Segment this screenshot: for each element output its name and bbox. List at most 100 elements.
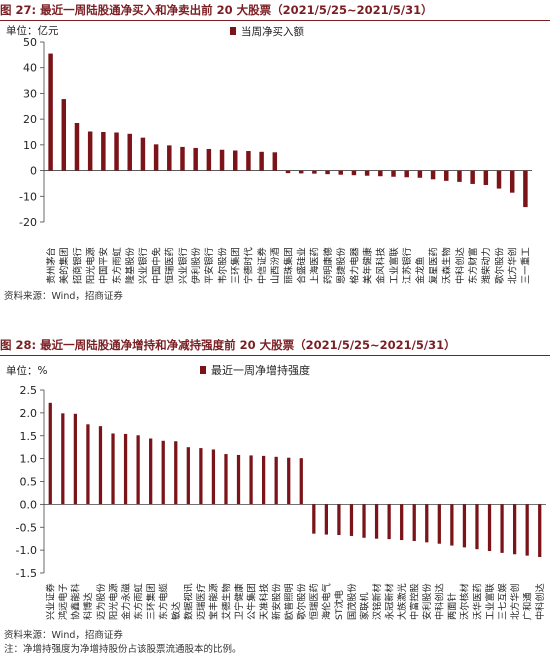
figure-28-chart: 单位：% 最近一周净增持强度 -1.5 -1.0 -0.5 0.0 0.5 1.0 1.5 2.0… [6,363,546,620]
chart1-category-label: 国茂股份 [346,583,358,620]
chart1-category-label: 科博达 [82,592,94,620]
chart0-legend-swatch [230,27,236,35]
figure-27-title-rule [0,20,550,21]
chart1-y-tick-label: 2.0 [20,407,38,420]
chart0-bar [246,151,251,171]
chart1-category-label: 数据视讯 [183,583,195,620]
chart1-bar [538,504,542,557]
chart1-category-label: 协鑫能科 [70,583,82,620]
chart1-bar [86,424,90,505]
chart1-category-label: 北方华创 [509,583,521,620]
chart1-bar [274,456,278,505]
chart0-bar [457,170,462,182]
chart0-category-label: 宁德时代 [243,247,255,284]
chart1-category-label: 恒瑞医药 [308,583,320,620]
chart1-bar [337,504,341,536]
figure-28-title-rule [0,355,550,356]
chart1-bar [450,504,454,546]
chart0-y-tick-label: -20 [19,216,37,229]
chart1-y-tick-label: 1.5 [20,430,38,443]
chart0-category-label: 工业富联 [388,247,400,284]
chart0-unit-label: 单位：亿元 [6,24,59,37]
chart1-category-label: 兴业证券 [45,583,57,620]
chart0-bar [430,170,436,180]
chart1-category-label: 东方雨虹 [132,583,144,620]
chart1-legend-label: 最近一周净增持强度 [211,363,310,377]
figure-27-source: 资料来源：Wind，招商证券 [4,291,123,302]
chart1-category-label: 迈瑞医疗 [195,583,207,620]
chart1-bar [287,457,291,505]
chart0-bar [470,170,475,184]
chart0-category-label: 金龙鱼 [414,256,426,284]
chart0-bar [523,170,528,208]
chart1-bar [224,454,228,505]
chart0-bar [391,170,396,177]
chart1-y-tick-label: -1.5 [16,567,37,580]
chart0-category-label: 丽珠集团 [282,247,294,284]
chart1-bar [500,504,504,553]
chart0-bar [298,170,304,174]
chart1-category-label: ST沈电 [333,590,345,620]
chart0-y-tick-label: 40 [23,62,37,75]
chart0-category-label: 药明康德 [322,247,334,284]
chart0-category-label: 兴业银行 [137,247,149,284]
chart1-bar [174,441,178,505]
chart1-category-label: 金力永磁 [120,583,132,620]
figure-27-chart: 单位：亿元 当周净买入额 -20 -10 0 10 20 30 40 50 贵州茅台 美的集团 招商银行… [6,24,532,284]
chart1-y-tick-label: 0.5 [20,476,38,489]
chart0-category-label: 中国平安 [98,247,110,284]
chart0-category-label: 中科创达 [454,247,466,284]
chart0-category-label: 隆基股份 [124,247,136,284]
chart1-category-label: 安利股份 [421,583,433,620]
chart1-unit-label: 单位：% [6,364,47,377]
chart1-category-label: 永冠新材 [383,583,395,620]
chart0-legend-label: 当周净买入额 [241,25,304,38]
chart0-category-label: 潍柴动力 [480,247,492,284]
chart1-bar [512,504,517,555]
chart1-category-label: 工业富联 [484,583,496,620]
chart1-category-label: 汉铭新材 [371,583,383,620]
chart1-category-label: 天准科技 [258,583,270,620]
chart0-bar [364,170,370,176]
chart0-bar [483,170,489,185]
chart0-category-label: 恒瑞医药 [164,247,176,284]
chart1-y-tick-label: 0.0 [20,498,38,511]
chart1-category-label: 公牛集团 [245,583,257,620]
chart1-y-tick-label: 1.0 [20,453,38,466]
chart1-y-tick-label: -0.5 [16,521,37,534]
chart1-bar [249,455,253,505]
figure-27-title: 图 27: 最近一周陆股通净买入和净卖出前 20 大股票（2021/5/25~2… [0,3,433,17]
chart1-category-label: 两面针 [446,592,458,620]
chart0-y-tick-label: 30 [23,87,37,100]
chart0-category-label: 中国中免 [150,247,162,284]
chart1-category-label: 中富控股 [409,583,421,620]
chart0-category-label: 三环集团 [230,247,242,284]
chart0-bar [378,170,383,177]
chart1-category-label: 海伦电气 [321,583,333,620]
chart0-category-label: 三一重工 [520,247,532,284]
chart1-bar [199,448,203,505]
chart0-category-label: 金风科技 [375,247,387,284]
chart1-y-tick-label: 2.5 [20,384,38,397]
chart1-bar [475,504,479,550]
chart1-category-label: 歌尔股份 [296,583,308,620]
chart0-bar [114,132,119,171]
chart1-bar [349,504,354,536]
chart1-bar [362,504,366,538]
chart0-category-label: 中信证券 [256,247,268,284]
chart0-bar [153,144,159,171]
chart1-category-label: 三环集团 [145,583,157,620]
chart0-category-label: 贵州茅台 [45,247,57,284]
chart1-y-tick-label: -1.0 [16,544,37,557]
chart0-y-tick-label: -10 [19,190,37,203]
chart0-category-label: 恩捷股份 [335,247,347,284]
chart0-category-label: 合盛硅业 [296,247,308,284]
chart0-bar [233,150,238,171]
chart0-category-label: 格力电器 [348,247,360,284]
chart1-category-label: 艾德生物 [220,583,232,620]
chart1-category-label: 敏达 [170,602,182,620]
figure-28-note: 注：净增持强度为净增持股份占该股票流通股本的比例。 [4,644,242,655]
chart0-category-label: 兴业银行 [177,247,189,284]
chart1-bar [161,440,165,505]
chart0-category-label: 阳光电源 [84,247,96,284]
